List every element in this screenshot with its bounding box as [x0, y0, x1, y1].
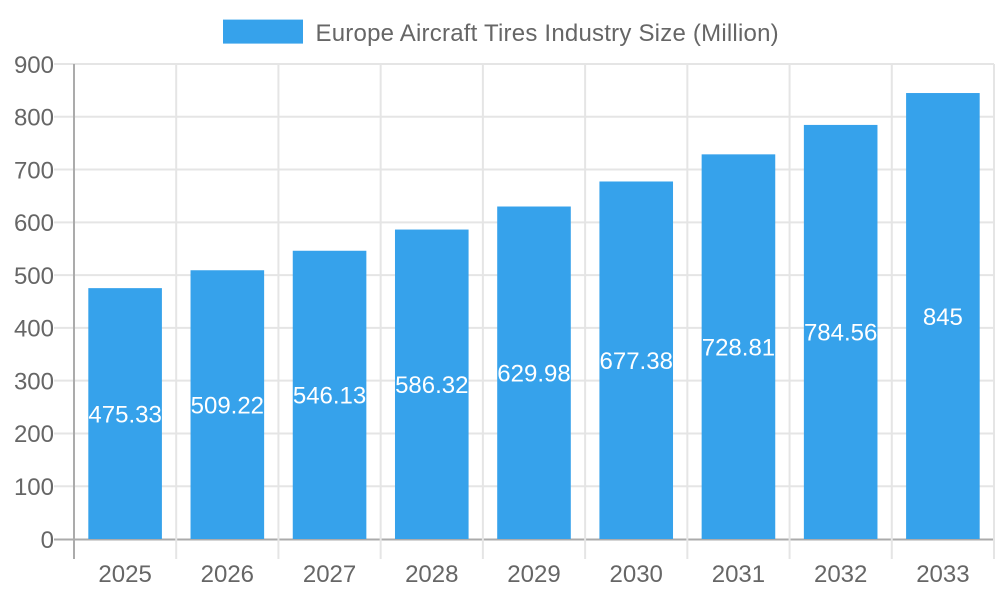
svg-text:2027: 2027: [303, 561, 356, 588]
svg-text:2029: 2029: [507, 561, 560, 588]
svg-text:300: 300: [14, 368, 54, 395]
svg-text:2031: 2031: [712, 561, 765, 588]
svg-text:200: 200: [14, 421, 54, 448]
svg-text:0: 0: [41, 527, 54, 554]
svg-text:509.22: 509.22: [191, 392, 264, 419]
svg-text:475.33: 475.33: [88, 401, 161, 428]
svg-text:700: 700: [14, 157, 54, 184]
svg-text:2032: 2032: [814, 561, 867, 588]
svg-text:Europe Aircraft Tires Industry: Europe Aircraft Tires Industry Size (Mil…: [316, 20, 779, 47]
svg-text:677.38: 677.38: [600, 348, 673, 375]
svg-text:900: 900: [14, 52, 54, 79]
svg-text:2033: 2033: [916, 561, 969, 588]
svg-text:629.98: 629.98: [497, 361, 570, 388]
svg-text:500: 500: [14, 263, 54, 290]
svg-text:2028: 2028: [405, 561, 458, 588]
svg-text:800: 800: [14, 105, 54, 132]
svg-text:728.81: 728.81: [702, 334, 775, 361]
svg-text:2026: 2026: [201, 561, 254, 588]
svg-text:586.32: 586.32: [395, 372, 468, 399]
svg-text:845: 845: [923, 304, 963, 331]
svg-text:100: 100: [14, 474, 54, 501]
svg-text:784.56: 784.56: [804, 320, 877, 347]
svg-text:2025: 2025: [98, 561, 151, 588]
svg-text:400: 400: [14, 316, 54, 343]
svg-text:546.13: 546.13: [293, 383, 366, 410]
svg-text:600: 600: [14, 210, 54, 237]
svg-text:2030: 2030: [610, 561, 663, 588]
